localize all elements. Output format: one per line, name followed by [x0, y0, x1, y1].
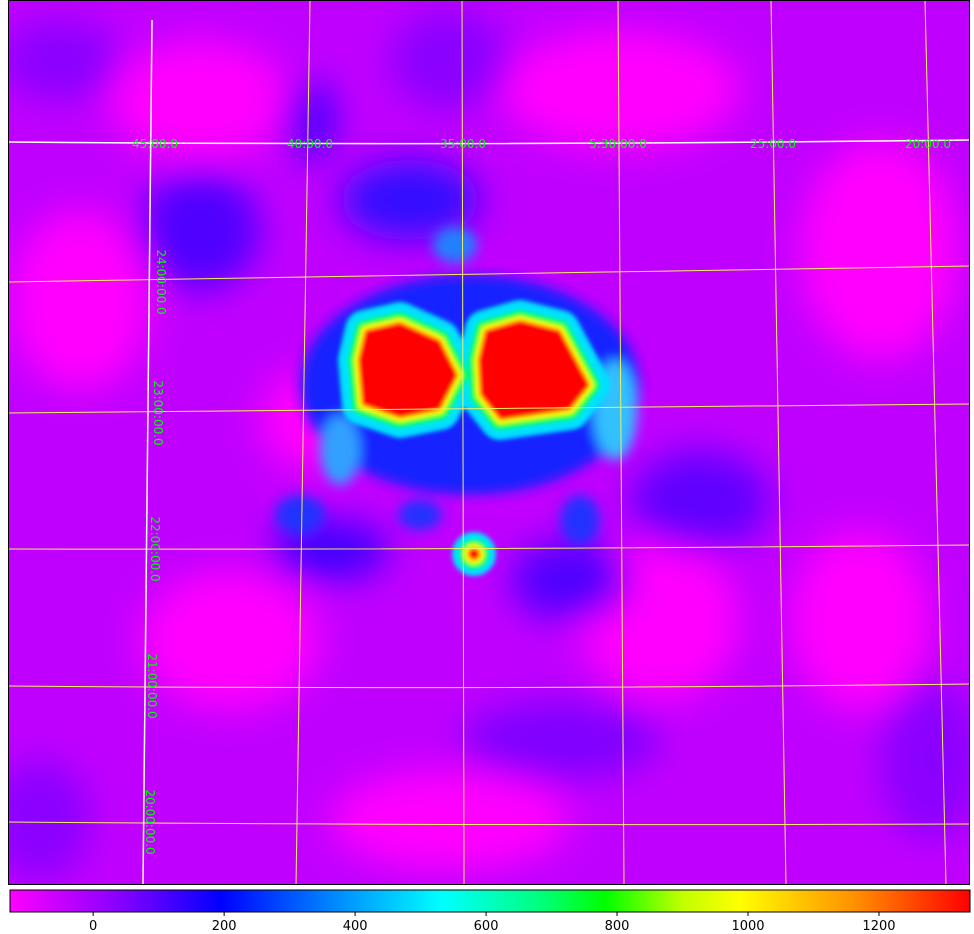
viewer: 45:00.0 40:00.0 35:00.0 5:30:00.0 25:00.0 20:… [0, 0, 974, 934]
colorbar [10, 890, 970, 912]
dec-label: 22:00:00.0 [148, 516, 162, 581]
dec-label: 20:00:00.0 [143, 789, 157, 854]
ra-label: 35:00.0 [440, 137, 486, 151]
ra-label: 5:30:00.0 [589, 137, 647, 151]
colorbar-label: 800 [605, 919, 630, 934]
ra-label: 40:00.0 [287, 137, 333, 151]
dec-label: 23:00:00.0 [151, 380, 165, 445]
dec-label: 24:00:00.0 [154, 249, 168, 314]
ra-label: 20:00.0 [905, 137, 951, 151]
colorbar-label: 400 [343, 919, 368, 934]
colorbar-label: 1000 [731, 919, 764, 934]
dec-label: 21:00:00.0 [145, 653, 159, 718]
colorbar-label: 1200 [862, 919, 895, 934]
sky-image [0, 0, 974, 885]
colorbar-label: 0 [89, 919, 97, 934]
colorbar-label: 200 [212, 919, 237, 934]
colorbar-label: 600 [474, 919, 499, 934]
ra-label: 45:00.0 [132, 137, 178, 151]
ra-label: 25:00.0 [750, 137, 796, 151]
